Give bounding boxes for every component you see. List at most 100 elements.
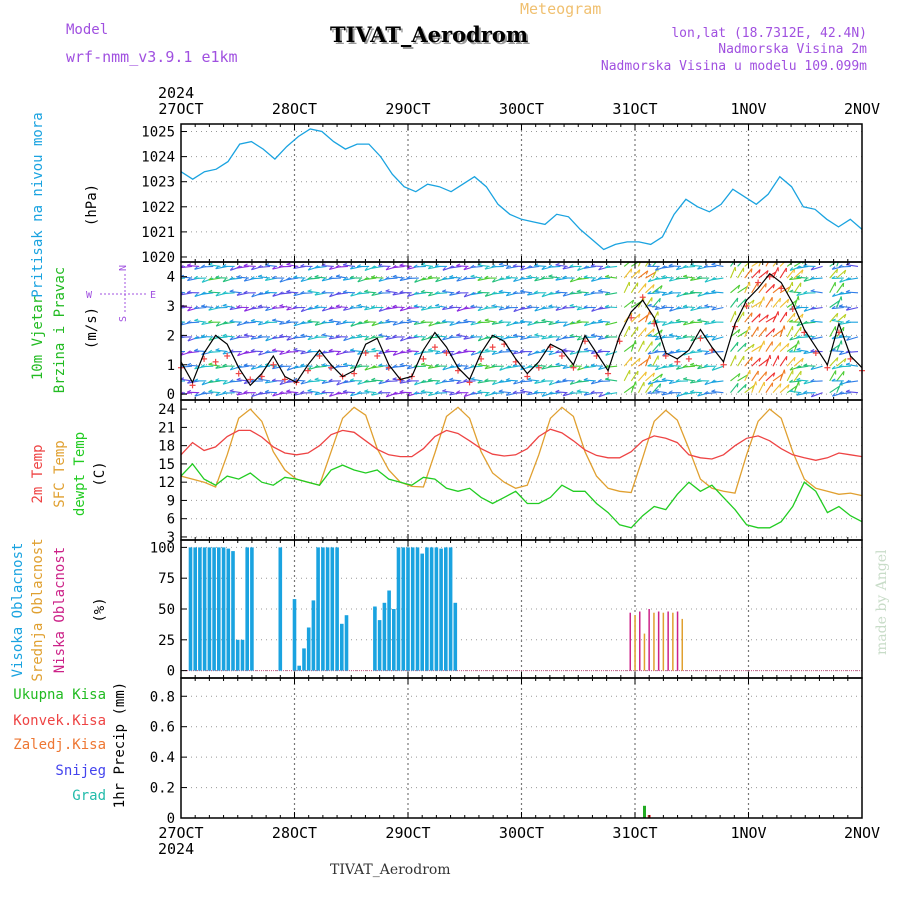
wind-barb (181, 306, 186, 309)
wind-barb-head (449, 391, 453, 396)
wind-barb (208, 351, 221, 353)
wind-barb-head (541, 336, 546, 340)
high-cloud-bar (448, 547, 453, 671)
wind-barb (711, 365, 724, 371)
wind-barb-head (831, 335, 836, 340)
wind-barb-head (541, 306, 546, 310)
wind-barb-head (541, 266, 546, 270)
wind-barb (630, 269, 641, 279)
wind-barb-head (186, 350, 191, 354)
wind-barb (744, 268, 753, 279)
high-cloud-bar (278, 547, 283, 671)
wind-barb (793, 357, 804, 367)
wind-barb-head (649, 354, 651, 360)
wind-barb-head (569, 381, 574, 385)
wind-barb (829, 326, 836, 338)
wind-barb-head (222, 381, 227, 385)
high-cloud-bar (212, 547, 216, 671)
wind-barb-head (215, 275, 220, 279)
wind-barb (779, 355, 788, 367)
wind-barb-head (810, 289, 815, 292)
wind-barb (250, 306, 263, 310)
wind-barb-head (442, 289, 447, 292)
wind-barb-head (181, 274, 185, 277)
wind-barb-head (512, 263, 517, 267)
wind-barb-head (527, 274, 532, 278)
wind-barb-head (661, 322, 666, 326)
wind-barb (638, 270, 649, 279)
wind-barb-head (682, 304, 687, 308)
wind-barb-head (576, 319, 581, 323)
wind-barb-head (484, 365, 489, 370)
wind-barb-head (736, 297, 739, 302)
wind-barb-head (477, 389, 482, 393)
low-cloud-bar (676, 611, 679, 671)
wind-barb-head (548, 381, 553, 386)
wind-barb (420, 291, 433, 294)
wind-barb-head (378, 380, 383, 385)
wind-barb (449, 265, 462, 269)
wind-barb (181, 306, 193, 309)
wind-barb-head (534, 380, 538, 384)
wind-barb-head (378, 263, 383, 267)
wind-barb-head (696, 275, 701, 279)
wind-barb-head (796, 275, 801, 278)
wind-barb-head (229, 276, 234, 280)
wind-labels: 10m Vjetar Brzina i Pravac (m/s) N S W E (30, 265, 156, 393)
wind-barb-head (342, 362, 348, 366)
wind-barb (793, 326, 802, 338)
wind-barb-head (555, 389, 560, 393)
wind-barb (786, 281, 793, 294)
wind-barb-head (491, 381, 496, 385)
x-tick-label-bottom: 27OCT (158, 824, 203, 842)
wind-barb-head (697, 265, 701, 270)
data-marks-layer (178, 128, 865, 818)
wind-barb (737, 383, 747, 394)
wind-barb-head (236, 377, 241, 381)
wind-barb (300, 292, 313, 295)
wind-barb (378, 321, 391, 324)
wind-barb-head (845, 307, 850, 311)
wind-barb-head (789, 389, 794, 392)
wind-barb-head (300, 290, 305, 294)
wind-barb-head (668, 277, 673, 282)
wind-barb (683, 292, 696, 296)
wind-barb-head (689, 362, 695, 366)
high-cloud-bar (406, 547, 410, 671)
wind-barb (786, 344, 798, 353)
wind-barb (631, 262, 640, 267)
wind-barb-head (498, 337, 503, 341)
y-tick-label: 100 (150, 540, 175, 556)
wind-barb (505, 276, 519, 279)
wind-barb-head (810, 393, 815, 398)
wind-barb-head (364, 366, 369, 371)
wind-barb-head (201, 304, 206, 307)
wind-barb-head (711, 379, 716, 383)
wind-barb (435, 392, 448, 394)
mid-cloud-bar (681, 618, 683, 671)
wind-barb-head (796, 305, 801, 308)
wind-barb (751, 269, 761, 279)
wind-barb (307, 380, 320, 383)
wind-barb (810, 320, 823, 323)
wind-barb (229, 380, 242, 383)
wind-barb-head (604, 391, 609, 395)
wind-barb-head (236, 274, 241, 278)
wind-barb-head (392, 291, 397, 296)
wind-barb (470, 365, 483, 368)
wind-barb-head (194, 293, 198, 297)
wind-barb-head (765, 283, 767, 288)
wind-barb (314, 265, 327, 269)
wind-barb (690, 351, 703, 354)
y-tick-label: 18 (158, 439, 175, 455)
wind-barb (505, 336, 519, 339)
wind-barb (772, 297, 781, 308)
x-tick-label-bottom: 30OCT (499, 824, 544, 842)
wind-barb (181, 265, 193, 269)
wind-barb-head (810, 349, 815, 352)
wind-barb (630, 282, 639, 294)
wind-barb-head (378, 320, 383, 324)
wind-barb-head (786, 299, 790, 304)
wind-barb (498, 351, 511, 353)
